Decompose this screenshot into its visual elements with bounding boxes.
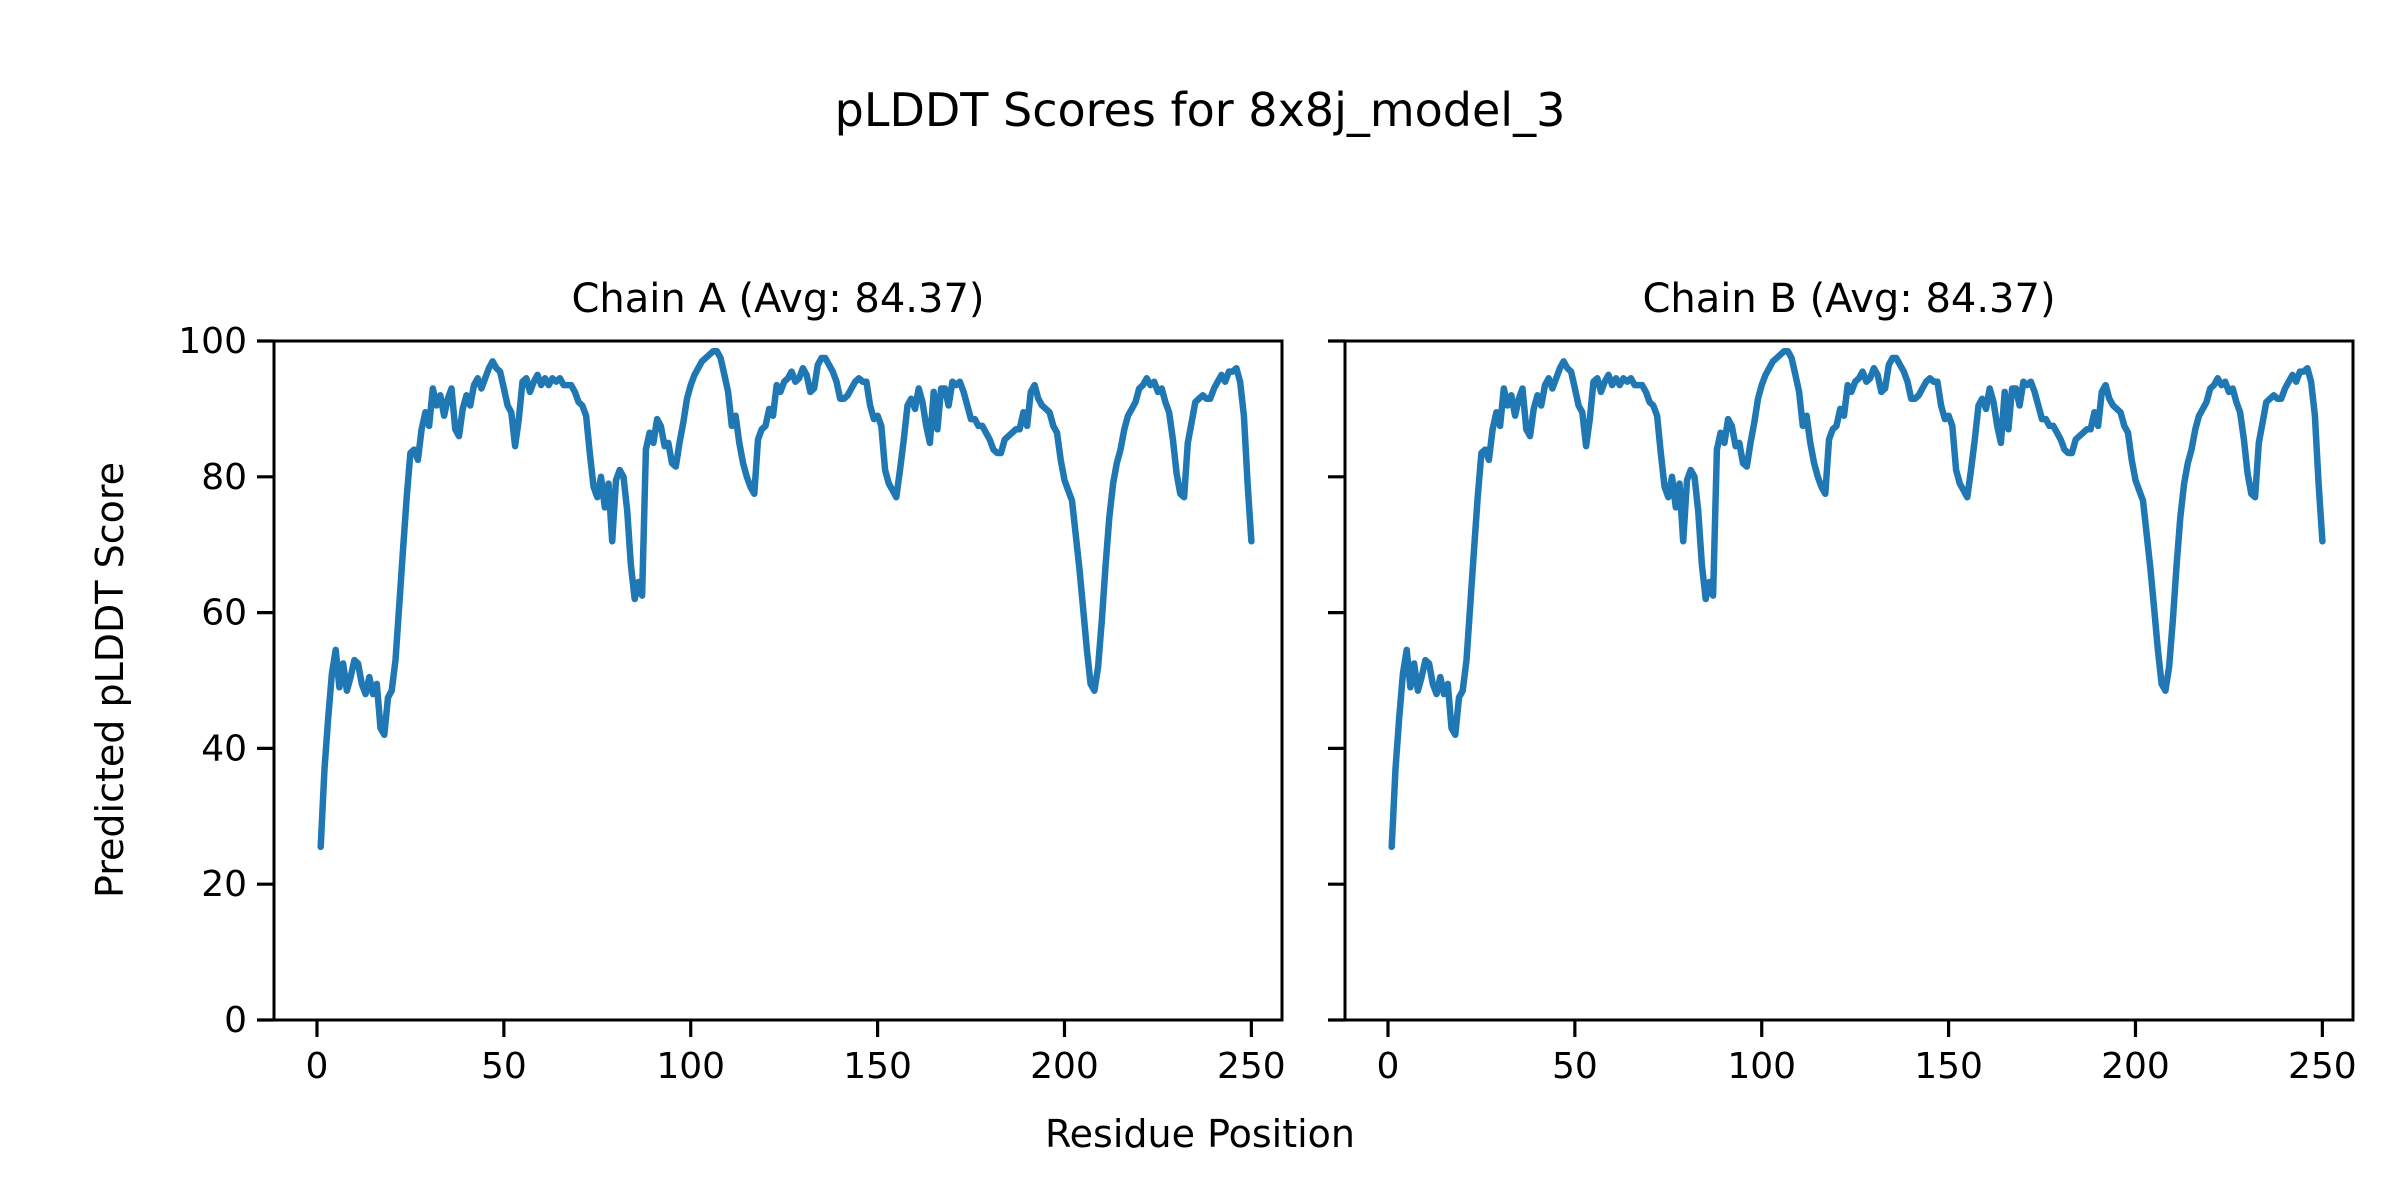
y-tick-label: 100: [178, 321, 247, 362]
x-tick-label: 250: [2288, 1046, 2357, 1087]
x-tick-label: 200: [2101, 1046, 2170, 1087]
x-tick-label: 50: [1552, 1046, 1598, 1087]
figure-title: pLDDT Scores for 8x8j_model_3: [834, 83, 1566, 137]
plddt-line-chain-a: [317, 347, 1255, 851]
x-tick-label: 250: [1217, 1046, 1286, 1087]
y-tick-label: 20: [201, 864, 247, 905]
y-tick-label: 60: [201, 593, 247, 634]
x-tick-label: 150: [1914, 1046, 1983, 1087]
y-tick-label: 80: [201, 457, 247, 498]
x-tick-label: 100: [1727, 1046, 1796, 1087]
x-tick-label: 150: [843, 1046, 912, 1087]
y-tick-label: 0: [224, 1000, 247, 1041]
x-tick-label: 50: [481, 1046, 527, 1087]
x-tick-label: 200: [1030, 1046, 1099, 1087]
axes-frame-chain-a: [272, 339, 1284, 1022]
plddt-line-chain-b: [1388, 347, 2326, 851]
y-axis-label: Predicted pLDDT Score: [88, 462, 132, 898]
x-tick-label: 0: [306, 1046, 329, 1087]
y-tick-label: 40: [201, 728, 247, 769]
subplot-title-chain-b: Chain B (Avg: 84.37): [1642, 276, 2056, 322]
x-tick-label: 100: [656, 1046, 725, 1087]
x-axis-label: Residue Position: [1044, 1112, 1356, 1156]
axes-frame-chain-b: [1343, 339, 2355, 1022]
subplot-title-chain-a: Chain A (Avg: 84.37): [571, 276, 985, 322]
x-tick-label: 0: [1377, 1046, 1400, 1087]
